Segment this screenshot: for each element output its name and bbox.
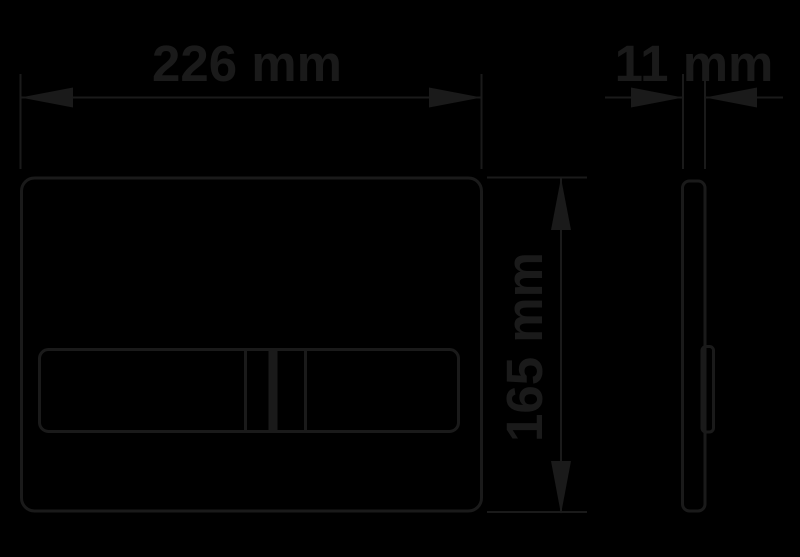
plate-outline: [20, 176, 483, 513]
depth-arrow-left-icon: [631, 87, 683, 108]
dimension-width: 226 mm: [19, 35, 483, 169]
width-arrow-left-icon: [20, 87, 73, 108]
height-arrow-up-icon: [551, 178, 571, 230]
width-dimension-label: 226 mm: [152, 35, 342, 92]
profile-button-protrusion: [700, 345, 715, 434]
height-arrow-down-icon: [551, 461, 571, 514]
depth-dimension-label: 11 mm: [615, 35, 774, 92]
button-divider-center-bar: [268, 351, 278, 431]
front-view: [20, 176, 483, 513]
height-dimension-label: 165 mm: [496, 252, 553, 442]
dimension-depth: 11 mm: [605, 35, 783, 169]
side-view: [681, 179, 715, 513]
button-panel-outline: [38, 348, 460, 433]
depth-arrow-right-icon: [705, 87, 757, 108]
profile-outline: [681, 179, 707, 513]
width-arrow-right-icon: [429, 87, 482, 108]
dimension-height: 165 mm: [487, 176, 587, 514]
